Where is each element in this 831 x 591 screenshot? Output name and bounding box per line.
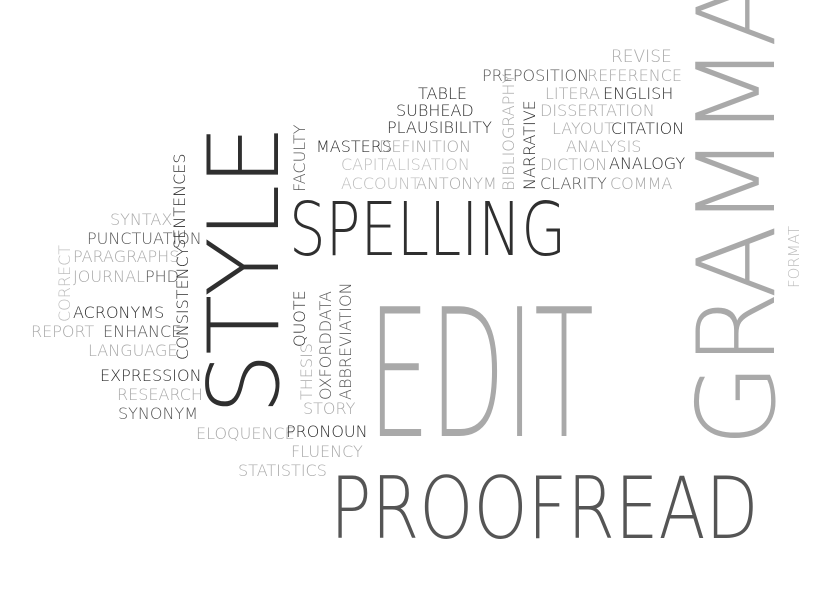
word-english: ENGLISH: [603, 84, 674, 103]
word-antonym: ANTONYM: [416, 174, 497, 193]
word-research: RESEARCH: [117, 385, 203, 404]
word-narrative: NARRATIVE: [520, 100, 539, 190]
word-citation: CITATION: [611, 119, 685, 138]
word-analogy: ANALOGY: [609, 154, 686, 173]
word-definition: DEFINITION: [379, 137, 472, 156]
word-masters: MASTERS: [316, 137, 393, 156]
word-story: STORY: [303, 399, 356, 418]
word-layout: LAYOUT: [552, 119, 614, 138]
word-syntax: SYNTAX: [110, 210, 173, 229]
word-reference: REFERENCE: [587, 66, 683, 85]
word-expression: EXPRESSION: [100, 366, 202, 385]
word-plausibility: PLAUSIBILITY: [387, 118, 492, 137]
word-eloquence: ELOQUENCE: [196, 424, 295, 443]
word-sentences: SENTENCES: [170, 153, 189, 249]
word-acronyms: ACRONYMS: [73, 303, 165, 322]
word-language: LANGUAGE: [88, 341, 178, 360]
word-pronoun: PRONOUN: [286, 422, 368, 441]
word-revise: REVISE: [611, 47, 672, 67]
word-statistics: STATISTICS: [238, 461, 327, 480]
word-punctuation: PUNCTUATION: [87, 229, 202, 248]
word-oxforddata: OXFORDDATA: [316, 291, 335, 400]
word-synonym: SYNONYM: [118, 404, 199, 423]
word-analysis: ANALYSIS: [566, 137, 642, 156]
word-spelling: SPELLING: [289, 187, 567, 273]
word-phd: PHD: [145, 267, 179, 286]
word-paragraphs: PARAGRAPHS: [73, 247, 180, 266]
word-correct: CORRECT: [55, 244, 74, 322]
word-fluency: FLUENCY: [291, 442, 363, 461]
word-account: ACCOUNT: [341, 174, 421, 193]
word-proofread: PROOFREAD: [330, 459, 759, 559]
word-subhead: SUBHEAD: [396, 101, 474, 120]
word-report: REPORT: [31, 322, 95, 341]
word-enhance: ENHANCE: [103, 322, 182, 341]
word-abbreviation: ABBREVIATION: [336, 282, 355, 400]
word-style: STYLE: [188, 126, 302, 415]
word-comma: COMMA: [610, 174, 673, 193]
word-journal: JOURNAL: [73, 267, 145, 286]
word-grammar: GRAMMAR: [675, 0, 800, 447]
word-capitalisation: CAPITALISATION: [341, 155, 470, 174]
word-clarity: CLARITY: [540, 174, 607, 193]
word-diction: DICTION: [540, 155, 608, 174]
word-bibliography: BIBLIOGRAPHY: [499, 73, 518, 191]
word-preposition: PREPOSITION: [482, 66, 590, 85]
word-edit: EDIT: [368, 271, 594, 478]
word-table: TABLE: [418, 84, 467, 103]
word-litera: LITERA: [545, 84, 600, 103]
word-dissertation: DISSERTATION: [540, 101, 655, 120]
